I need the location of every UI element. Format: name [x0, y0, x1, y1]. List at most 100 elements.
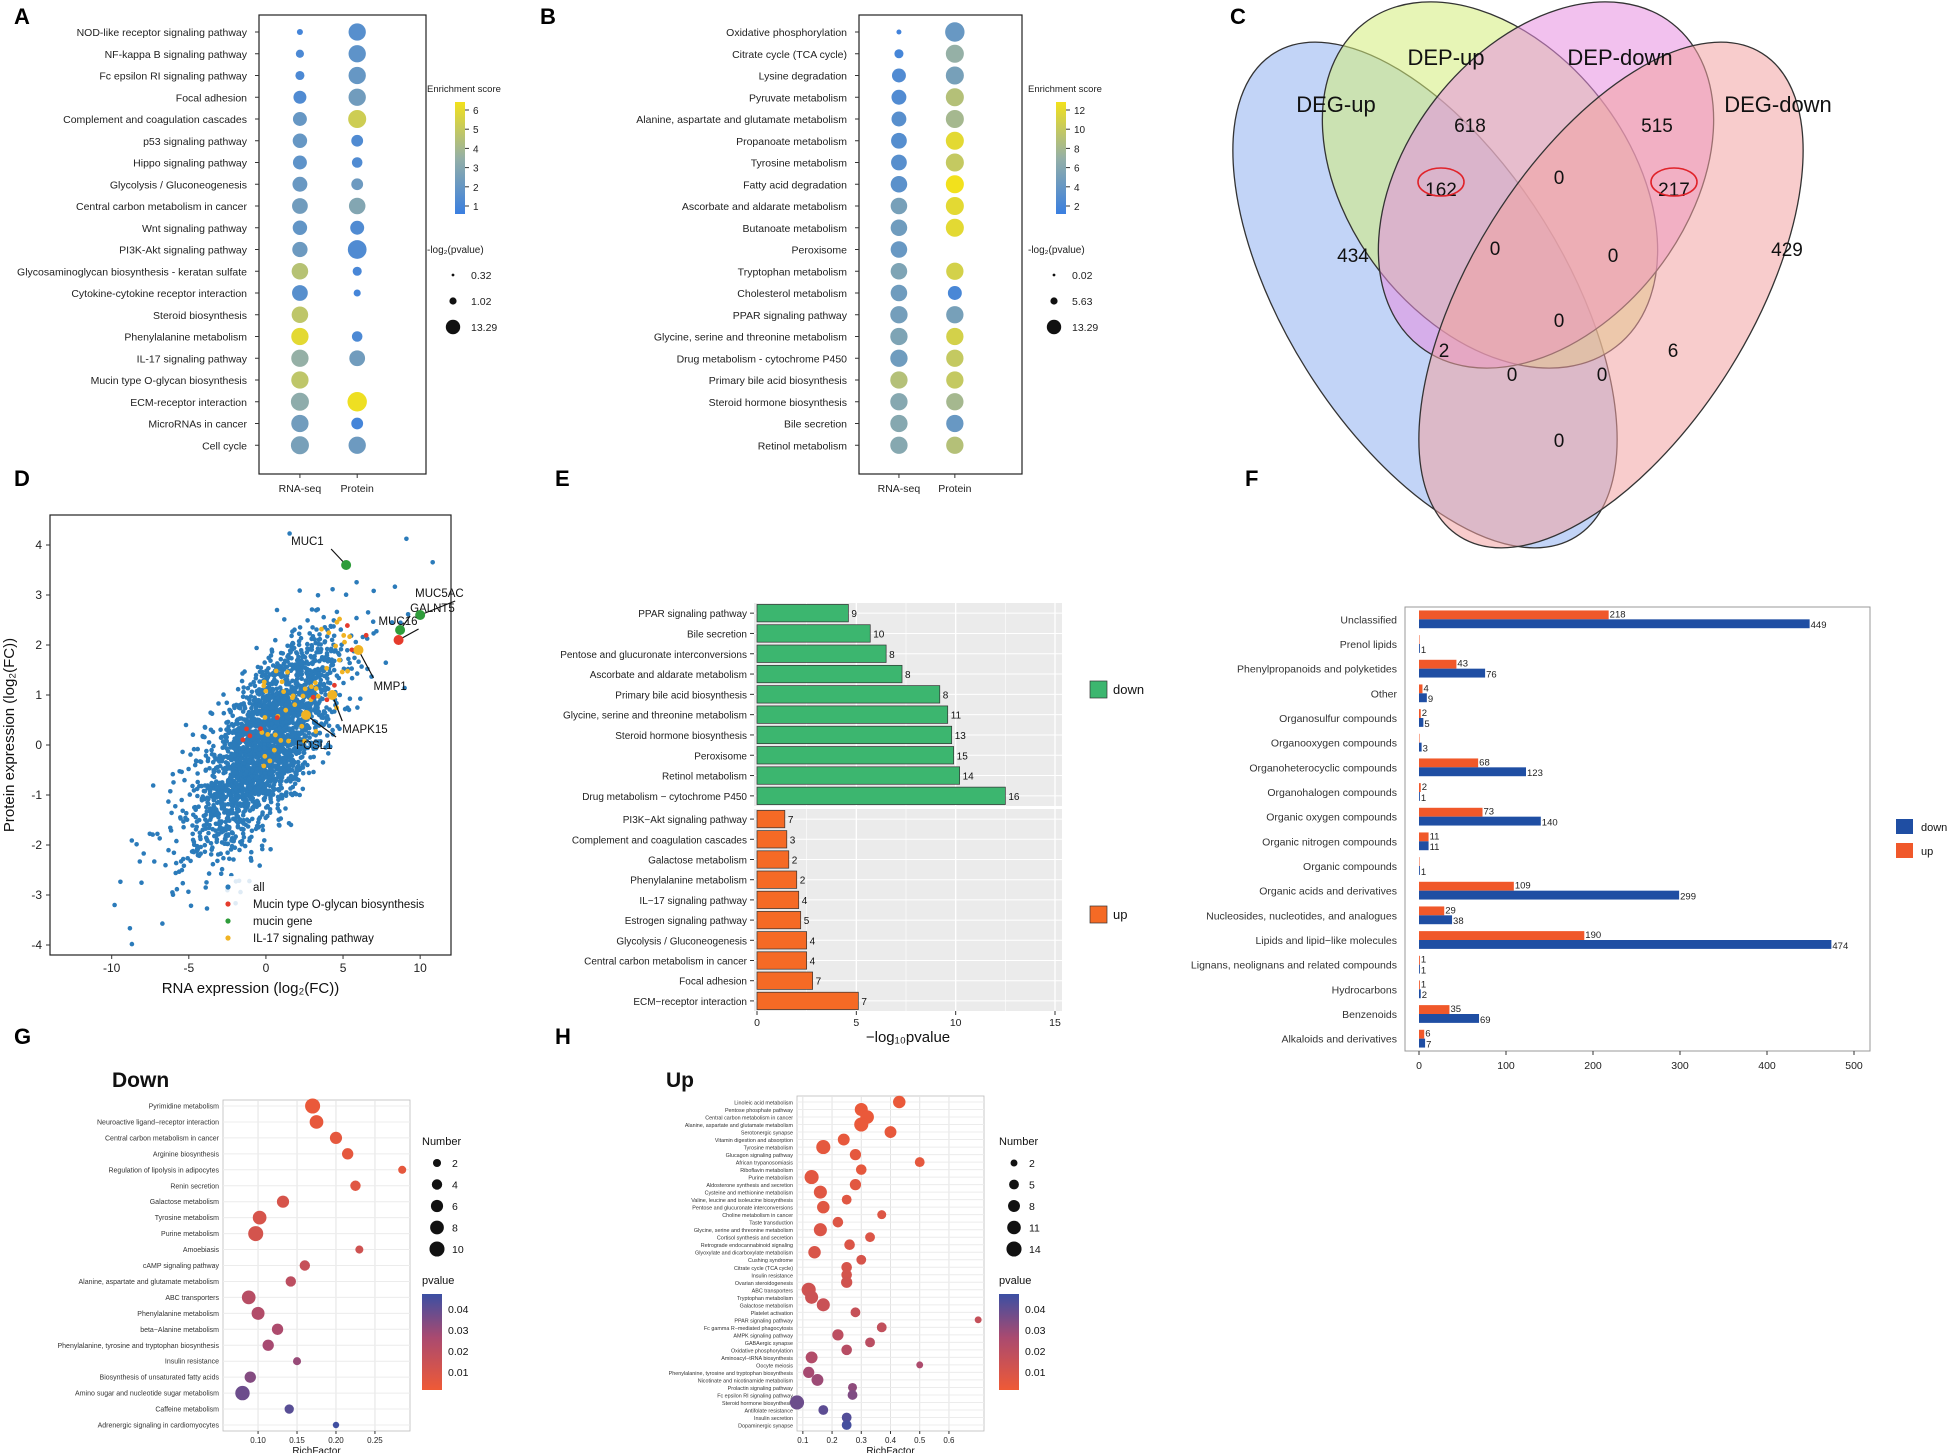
gene-point	[300, 719, 306, 724]
gene-point	[312, 699, 318, 705]
up-bar	[1419, 783, 1421, 792]
down-category-label: Glycine, serine and threonine metabolism	[563, 711, 747, 722]
gene-point	[383, 660, 389, 665]
label-leader	[357, 649, 374, 679]
gene-point	[224, 746, 229, 751]
gene-point	[260, 827, 266, 833]
gene-point	[280, 698, 286, 703]
gene-point	[289, 662, 295, 667]
protein-dot	[945, 109, 964, 129]
rna-dot	[292, 112, 307, 126]
legend-label: IL-17 signaling pathway	[253, 933, 374, 945]
rna-dot	[295, 49, 305, 58]
gene-point	[152, 859, 157, 864]
highlighted-gene-point	[353, 645, 364, 655]
up-count-label: 7	[816, 977, 822, 988]
gene-point	[326, 723, 332, 729]
il17-point	[301, 738, 307, 744]
x-category-label: Protein	[341, 483, 374, 495]
gene-point	[215, 858, 220, 864]
size-legend-dot	[430, 1220, 444, 1235]
gene-point	[299, 765, 305, 770]
category-label: Benzenoids	[1342, 1009, 1397, 1021]
gene-point	[293, 791, 299, 797]
gene-point	[298, 635, 304, 641]
y-tick-label: -3	[31, 888, 42, 902]
pathway-label: Dopaminergic synapse	[738, 1424, 793, 1430]
gene-point	[286, 766, 292, 771]
bubble	[837, 1133, 850, 1146]
pathway-label: Neuroactive ligand−receptor interaction	[97, 1119, 219, 1126]
gene-point	[203, 885, 208, 890]
gene-point	[303, 682, 308, 687]
gene-point	[112, 902, 117, 908]
y-tick-label: 3	[35, 588, 42, 602]
rna-dot	[291, 414, 309, 433]
gene-point	[283, 719, 289, 724]
panel-letter-a: A	[14, 4, 30, 29]
pathway-label: Steroid biosynthesis	[153, 310, 247, 322]
il17-point	[341, 633, 347, 638]
size-legend-label: 6	[452, 1201, 458, 1213]
venn-region-count: 429	[1771, 240, 1803, 261]
gene-point	[254, 645, 259, 651]
gene-point	[275, 794, 281, 800]
size-legend-label: 14	[1029, 1244, 1041, 1256]
up-bar	[1419, 906, 1445, 916]
gene-point	[255, 664, 261, 670]
gene-point	[259, 712, 264, 717]
gene-point	[276, 822, 282, 828]
pathway-label: Linoleic acid metabolism	[734, 1101, 793, 1107]
venn-region-count: 0	[1554, 311, 1565, 332]
gene-point	[296, 777, 301, 783]
gene-point	[306, 730, 312, 736]
venn-region-count: 0	[1608, 246, 1619, 267]
rna-dot	[890, 197, 908, 215]
colorbar-tick-label: 0.04	[1025, 1304, 1046, 1316]
down-count-label: 9	[851, 609, 857, 620]
venn-region-count: 2	[1439, 341, 1450, 362]
x-tick-label: 0	[754, 1017, 760, 1029]
size-legend-label: 13.29	[1072, 322, 1098, 334]
gene-point	[277, 767, 283, 773]
pathway-label: Cell cycle	[202, 440, 247, 452]
up-category-label: Glycolysis / Gluconeogenesis	[616, 936, 747, 947]
pathway-label: Butanoate metabolism	[743, 223, 848, 235]
gene-point	[317, 682, 323, 688]
gene-point	[332, 649, 337, 654]
gene-point	[371, 588, 377, 594]
colorbar	[999, 1294, 1019, 1390]
gene-point	[238, 771, 243, 777]
highlight-ring	[1650, 167, 1698, 197]
gene-point	[280, 755, 286, 761]
gene-point	[288, 779, 293, 784]
panel-letter-c: C	[1230, 4, 1246, 29]
gene-point	[244, 769, 250, 775]
gene-point	[250, 702, 255, 707]
bubble	[241, 1290, 256, 1305]
gene-point	[265, 669, 270, 675]
gene-point	[212, 752, 217, 758]
il17-point	[290, 693, 296, 699]
gene-point	[305, 671, 310, 677]
pathway-label: Tyrosine metabolism	[155, 1215, 219, 1222]
gene-point	[207, 766, 212, 771]
protein-dot	[946, 436, 964, 454]
legend-label: up	[1113, 907, 1127, 922]
rna-dot	[890, 371, 908, 389]
plot-frame	[258, 14, 427, 475]
pathway-label: Bile secretion	[784, 419, 847, 431]
gene-point	[307, 668, 313, 673]
gene-point	[228, 708, 233, 714]
protein-dot	[946, 306, 964, 324]
gene-point	[213, 812, 219, 818]
x-tick-label: 0.10	[250, 1436, 266, 1445]
pathway-label: PI3K-Akt signaling pathway	[119, 245, 248, 257]
colorbar-tick-label: 0.02	[448, 1346, 469, 1358]
protein-dot	[351, 331, 363, 342]
gene-point	[218, 825, 224, 831]
colorbar-tick-label: 0.03	[1025, 1325, 1046, 1337]
protein-dot	[348, 197, 366, 215]
bubble	[341, 1148, 354, 1160]
gene-point	[320, 665, 326, 670]
